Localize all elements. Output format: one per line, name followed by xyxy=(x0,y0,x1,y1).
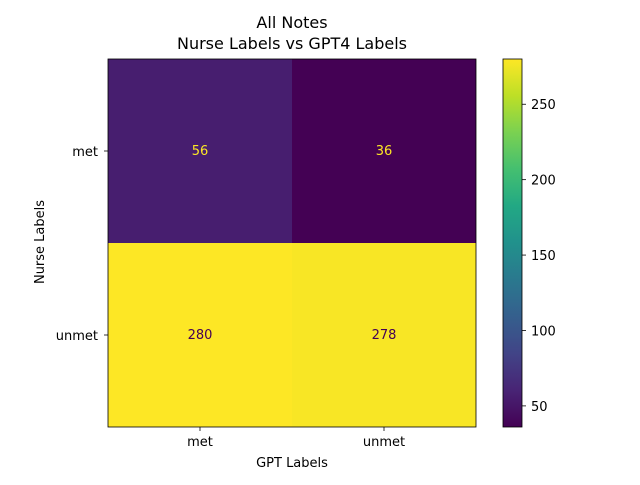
cell-value-label: 280 xyxy=(188,328,213,343)
colorbar: 50 100 150 200 250 xyxy=(502,58,556,428)
x-tick-label: unmet xyxy=(363,435,405,450)
cell-value-label: 36 xyxy=(376,144,393,159)
colorbar-tick-label: 100 xyxy=(531,324,556,339)
colorbar-gradient xyxy=(502,58,523,428)
heatmap-cell xyxy=(108,243,292,427)
x-tick-label: met xyxy=(187,435,213,450)
heatmap-cell xyxy=(108,59,292,243)
y-tick-label: unmet xyxy=(56,329,98,344)
chart-title: All Notes xyxy=(256,13,327,32)
x-axis-ticks: met unmet xyxy=(187,427,405,450)
colorbar-tick-label: 150 xyxy=(531,249,556,264)
x-axis-label: GPT Labels xyxy=(256,456,328,471)
chart-subtitle: Nurse Labels vs GPT4 Labels xyxy=(177,34,407,53)
y-axis-ticks: met unmet xyxy=(56,145,108,344)
y-axis-label: Nurse Labels xyxy=(33,200,48,284)
cell-value-label: 56 xyxy=(192,144,209,159)
heatmap-cell xyxy=(292,243,476,427)
heatmap-cells xyxy=(107,58,477,428)
colorbar-tick-label: 200 xyxy=(531,174,556,189)
colorbar-tick-label: 50 xyxy=(531,400,548,415)
cell-value-label: 278 xyxy=(372,328,397,343)
heatmap-cell xyxy=(292,59,476,243)
colorbar-tick-label: 250 xyxy=(531,98,556,113)
plot-frame xyxy=(107,58,477,428)
heatmap-cell-labels: 56 36 280 278 xyxy=(188,144,397,343)
y-tick-label: met xyxy=(72,145,98,160)
